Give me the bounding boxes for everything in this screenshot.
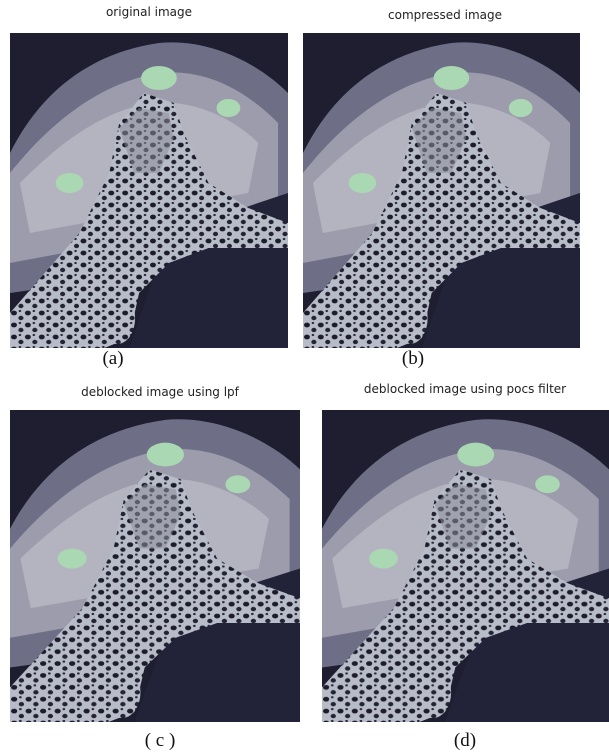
image-pocs: [322, 410, 609, 722]
image-original: [10, 33, 288, 348]
panel-title: deblocked image using lpf: [81, 385, 240, 399]
image-lpf: [10, 410, 300, 722]
panel-title: original image: [106, 5, 192, 19]
panel-title: compressed image: [388, 8, 502, 22]
panel-caption: (d): [454, 730, 476, 751]
panel-caption: ( c ): [145, 730, 176, 751]
panel-caption: (b): [402, 348, 424, 369]
figure: original image (a) compressed image (b) …: [0, 0, 609, 756]
image-compressed: [303, 33, 580, 348]
panel-caption: (a): [102, 348, 123, 369]
panel-title: deblocked image using pocs filter: [364, 382, 566, 396]
